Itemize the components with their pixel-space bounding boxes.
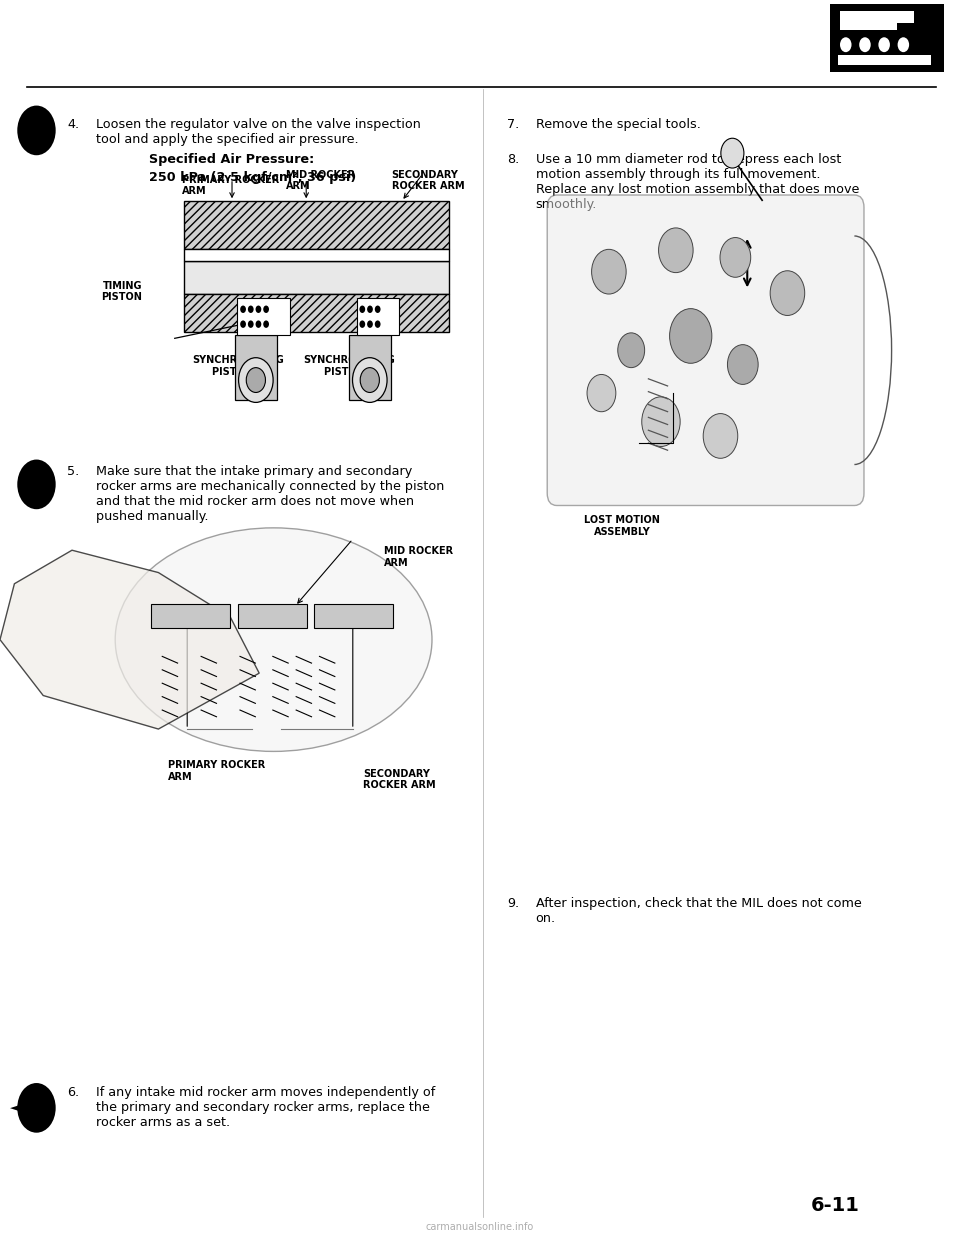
Text: ◄: ◄ xyxy=(11,1103,18,1113)
Circle shape xyxy=(360,368,379,392)
Circle shape xyxy=(17,460,56,509)
Text: MID ROCKER
ARM: MID ROCKER ARM xyxy=(286,170,355,191)
Text: 4.: 4. xyxy=(67,118,80,130)
Text: 9.: 9. xyxy=(507,897,519,909)
Circle shape xyxy=(374,320,380,328)
Text: Loosen the regulator valve on the valve inspection
tool and apply the specified : Loosen the regulator valve on the valve … xyxy=(96,118,420,147)
Text: SYNCHRONIZING
PISTON A: SYNCHRONIZING PISTON A xyxy=(192,355,284,376)
Circle shape xyxy=(367,320,372,328)
Ellipse shape xyxy=(115,528,432,751)
Circle shape xyxy=(263,320,269,328)
Circle shape xyxy=(240,320,246,328)
Text: After inspection, check that the MIL does not come
on.: After inspection, check that the MIL doe… xyxy=(536,897,861,925)
Bar xyxy=(840,11,897,30)
Circle shape xyxy=(840,37,852,52)
Bar xyxy=(830,4,944,72)
Bar xyxy=(235,335,277,400)
Circle shape xyxy=(898,37,909,52)
Text: TIMING
PISTON: TIMING PISTON xyxy=(101,281,142,302)
Circle shape xyxy=(255,320,261,328)
Circle shape xyxy=(587,375,616,412)
Circle shape xyxy=(728,344,758,384)
Text: Remove the special tools.: Remove the special tools. xyxy=(536,118,701,130)
Circle shape xyxy=(878,37,890,52)
Bar xyxy=(184,261,449,293)
Circle shape xyxy=(240,306,246,313)
Circle shape xyxy=(17,1083,56,1133)
Text: Make sure that the intake primary and secondary
rocker arms are mechanically con: Make sure that the intake primary and se… xyxy=(96,465,444,523)
Circle shape xyxy=(591,250,626,294)
Bar xyxy=(184,201,449,248)
Bar xyxy=(184,293,449,333)
Circle shape xyxy=(641,397,681,447)
Bar xyxy=(237,298,290,335)
Text: PRIMARY ROCKER
ARM: PRIMARY ROCKER ARM xyxy=(182,175,279,196)
Circle shape xyxy=(703,414,737,458)
Circle shape xyxy=(248,320,253,328)
Circle shape xyxy=(374,306,380,313)
Text: SYNCHRONIZING
PISTON B: SYNCHRONIZING PISTON B xyxy=(303,355,396,376)
Text: 8.: 8. xyxy=(507,153,519,165)
Circle shape xyxy=(248,306,253,313)
Circle shape xyxy=(263,306,269,313)
Text: 6-11: 6-11 xyxy=(811,1196,859,1215)
Text: 7.: 7. xyxy=(507,118,519,130)
Bar xyxy=(314,604,394,628)
Bar xyxy=(356,298,399,335)
Text: Use a 10 mm diameter rod to depress each lost
motion assembly through its full m: Use a 10 mm diameter rod to depress each… xyxy=(536,153,859,211)
Text: SECONDARY
ROCKER ARM: SECONDARY ROCKER ARM xyxy=(363,769,436,790)
Circle shape xyxy=(239,358,274,402)
Bar xyxy=(348,335,391,400)
Circle shape xyxy=(17,106,56,155)
FancyBboxPatch shape xyxy=(547,195,864,505)
Text: 250 kPa (2.5 kgf/cm², 36 psi): 250 kPa (2.5 kgf/cm², 36 psi) xyxy=(149,171,356,184)
Text: SECONDARY
ROCKER ARM: SECONDARY ROCKER ARM xyxy=(392,170,465,191)
Circle shape xyxy=(721,138,744,168)
Text: 6.: 6. xyxy=(67,1086,80,1098)
Text: LOST MOTION
ASSEMBLY: LOST MOTION ASSEMBLY xyxy=(584,515,660,537)
Polygon shape xyxy=(0,550,259,729)
Bar xyxy=(897,11,914,22)
Circle shape xyxy=(367,306,372,313)
Bar xyxy=(838,55,931,66)
Text: If any intake mid rocker arm moves independently of
the primary and secondary ro: If any intake mid rocker arm moves indep… xyxy=(96,1086,435,1129)
Text: PRIMARY ROCKER
ARM: PRIMARY ROCKER ARM xyxy=(168,760,265,781)
Bar xyxy=(184,248,449,261)
Text: MID ROCKER
ARM: MID ROCKER ARM xyxy=(384,546,453,568)
Circle shape xyxy=(359,306,365,313)
Circle shape xyxy=(255,306,261,313)
Circle shape xyxy=(617,333,645,368)
Text: carmanualsonline.info: carmanualsonline.info xyxy=(426,1222,534,1232)
Text: 5.: 5. xyxy=(67,465,80,477)
Circle shape xyxy=(669,309,712,364)
Bar xyxy=(237,604,306,628)
Text: Specified Air Pressure:: Specified Air Pressure: xyxy=(149,153,314,165)
Circle shape xyxy=(247,368,266,392)
Circle shape xyxy=(352,358,387,402)
Circle shape xyxy=(770,271,804,315)
Circle shape xyxy=(720,237,751,277)
Circle shape xyxy=(659,229,693,273)
Circle shape xyxy=(359,320,365,328)
Circle shape xyxy=(859,37,871,52)
Bar xyxy=(151,604,230,628)
